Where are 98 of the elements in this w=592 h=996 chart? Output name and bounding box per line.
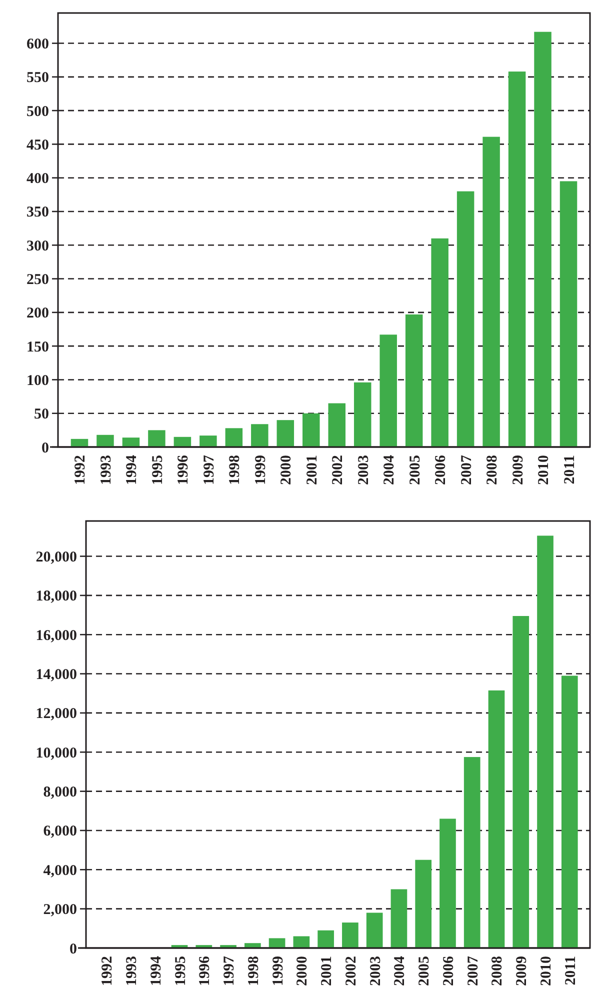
bar [122, 438, 140, 447]
x-tick-label: 2010 [538, 956, 555, 986]
bar [508, 72, 526, 447]
bar [560, 181, 578, 447]
y-tick-label: 18,000 [36, 588, 77, 605]
y-tick-label: 20,000 [36, 550, 77, 566]
bar [318, 930, 334, 948]
y-tick-label: 100 [26, 372, 49, 389]
bar [225, 428, 243, 447]
x-tick-label: 1998 [227, 455, 244, 485]
x-tick-label: 2011 [562, 956, 579, 986]
bar [70, 438, 88, 447]
x-tick-label: 2009 [514, 956, 530, 986]
y-tick-label: 150 [26, 339, 49, 356]
x-tick-label: 2001 [319, 956, 336, 986]
x-tick-label: 1994 [148, 956, 164, 986]
bar [174, 436, 192, 447]
bar [96, 434, 114, 447]
bar [200, 436, 217, 447]
bar [268, 938, 286, 948]
bar [380, 334, 397, 447]
x-tick-label: 1992 [72, 455, 89, 485]
bar [244, 943, 261, 948]
y-tick-label: 400 [26, 171, 49, 188]
bar [561, 676, 578, 948]
y-tick-label: 300 [26, 238, 49, 254]
x-tick-label: 1999 [252, 455, 269, 485]
bar [488, 690, 505, 948]
x-tick-label: 2004 [382, 454, 398, 485]
bar [276, 420, 294, 447]
y-tick-label: 0 [70, 941, 77, 958]
y-tick-label: 14,000 [36, 667, 77, 684]
bar [456, 191, 474, 447]
x-tick-label: 2004 [392, 956, 408, 986]
x-tick-label: 2007 [458, 454, 475, 485]
x-tick-label: 2003 [356, 455, 372, 485]
y-tick-label: 450 [26, 137, 49, 154]
y-tick-label: 550 [26, 70, 49, 86]
x-tick-label: 2002 [330, 455, 346, 485]
x-tick-label: 1996 [197, 956, 214, 986]
bar [148, 430, 166, 447]
bar [464, 757, 480, 948]
x-tick-label: 1992 [100, 956, 116, 986]
x-tick-label: 2006 [440, 956, 457, 986]
y-tick-label: 12,000 [36, 706, 77, 722]
x-tick-label: 2008 [484, 455, 501, 485]
x-tick-label: 2007 [465, 956, 482, 986]
y-tick-label: 500 [26, 104, 49, 120]
y-tick-label: 250 [26, 272, 49, 288]
bar [328, 403, 346, 447]
y-tick-label: 2,000 [43, 902, 77, 918]
y-tick-label: 200 [26, 306, 49, 322]
y-tick-label: 8,000 [43, 784, 77, 801]
bar [405, 314, 423, 447]
x-tick-label: 1993 [98, 455, 114, 485]
x-tick-label: 1993 [124, 956, 140, 986]
bar [251, 424, 268, 447]
y-tick-label: 16,000 [36, 628, 77, 644]
x-tick-label: 2010 [536, 455, 552, 485]
y-tick-label: 350 [26, 204, 49, 221]
x-tick-label: 1996 [176, 454, 192, 485]
bar [302, 413, 320, 447]
bar [537, 536, 554, 948]
x-tick-label: 1997 [201, 454, 218, 485]
x-tick-label: 1995 [172, 956, 189, 986]
bar [534, 32, 552, 447]
x-tick-label: 1994 [124, 454, 140, 485]
x-tick-label: 2003 [368, 956, 384, 986]
x-tick-label: 1999 [270, 956, 286, 986]
x-tick-label: 2000 [278, 455, 295, 485]
bar [512, 616, 530, 948]
x-tick-label: 2011 [562, 455, 578, 484]
bar [342, 922, 358, 948]
x-tick-label: 2002 [343, 956, 360, 986]
bar [390, 889, 408, 948]
x-tick-label: 1998 [246, 956, 262, 986]
bar [354, 382, 372, 447]
y-tick-label: 0 [42, 440, 49, 456]
x-tick-label: 2006 [433, 454, 450, 485]
x-tick-label: 2000 [294, 956, 311, 986]
bar [293, 936, 310, 948]
y-tick-label: 10,000 [36, 745, 77, 762]
x-tick-label: 1995 [150, 455, 166, 485]
x-tick-label: 2005 [407, 455, 424, 485]
y-tick-label: 50 [34, 406, 49, 423]
bar [366, 912, 383, 948]
x-tick-label: 1997 [222, 956, 238, 986]
x-tick-label: 2009 [510, 455, 526, 485]
bar [431, 238, 448, 447]
y-tick-label: 600 [26, 36, 49, 53]
x-tick-label: 2001 [304, 455, 320, 485]
x-tick-label: 2005 [416, 956, 433, 986]
y-tick-label: 6,000 [43, 824, 77, 840]
bar [415, 860, 432, 948]
x-tick-label: 2008 [490, 956, 506, 986]
bar [440, 818, 456, 948]
bar [482, 136, 500, 447]
y-tick-label: 4,000 [43, 862, 77, 879]
